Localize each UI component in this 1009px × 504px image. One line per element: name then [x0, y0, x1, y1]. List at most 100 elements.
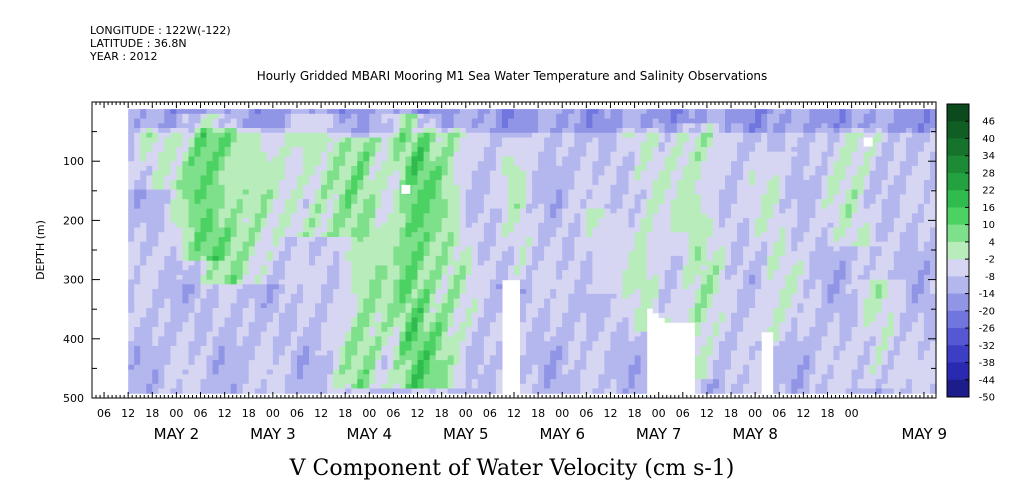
heatmap-cell [140, 189, 147, 195]
heatmap-cell [128, 165, 135, 172]
heatmap-cell [417, 251, 425, 257]
heatmap-cell [303, 161, 310, 167]
heatmap-cell [604, 345, 611, 352]
heatmap-cell [206, 213, 214, 219]
heatmap-cell [164, 199, 171, 205]
heatmap-cell [351, 237, 358, 243]
heatmap-cell [290, 345, 298, 352]
heatmap-cell [170, 165, 177, 172]
heatmap-cell [399, 246, 407, 252]
heatmap-cell [152, 279, 159, 285]
heatmap-cell [357, 241, 364, 247]
heatmap-cell [447, 118, 455, 124]
heatmap-cell [435, 189, 443, 195]
heatmap-cell [538, 170, 545, 176]
heatmap-cell [254, 379, 262, 385]
heatmap-cell [447, 331, 455, 337]
heatmap-cell [339, 199, 346, 205]
heatmap-cell [417, 355, 425, 361]
heatmap-cell [465, 350, 473, 356]
heatmap-cell [164, 270, 171, 276]
heatmap-cell [393, 237, 400, 243]
heatmap-cell [254, 194, 262, 200]
heatmap-cell [212, 237, 220, 243]
heatmap-cell [327, 189, 334, 195]
heatmap-cell [242, 232, 250, 238]
heatmap-cell [429, 237, 437, 243]
heatmap-cell [369, 364, 376, 371]
heatmap-cell [309, 270, 316, 276]
heatmap-cell [339, 331, 346, 337]
heatmap-cell [477, 237, 485, 243]
heatmap-cell [495, 303, 503, 309]
heatmap-cell [477, 151, 485, 157]
heatmap-cell [441, 336, 449, 342]
heatmap-cell [592, 227, 599, 233]
heatmap-cell [212, 170, 220, 176]
heatmap-cell [489, 180, 497, 186]
heatmap-cell [266, 317, 274, 323]
heatmap-cell [423, 175, 431, 181]
heatmap-cell [556, 255, 563, 262]
heatmap-cell [550, 222, 557, 229]
heatmap-cell [272, 199, 280, 205]
heatmap-cell [387, 308, 394, 314]
heatmap-cell [164, 260, 171, 266]
heatmap-cell [568, 170, 575, 176]
heatmap-cell [206, 170, 214, 176]
heatmap-cell [610, 284, 618, 290]
heatmap-cell [242, 265, 250, 271]
heatmap-cell [357, 237, 364, 243]
heatmap-cell [315, 161, 322, 167]
heatmap-cell [514, 156, 521, 162]
heatmap-cell [489, 161, 497, 167]
heatmap-cell [363, 308, 370, 314]
heatmap-cell [248, 374, 256, 380]
heatmap-cell [514, 227, 521, 233]
heatmap-cell [477, 203, 485, 210]
heatmap-cell [357, 298, 364, 304]
heatmap-cell [375, 336, 382, 342]
heatmap-cell [260, 189, 268, 195]
heatmap-cell [592, 374, 599, 380]
heatmap-cell [526, 312, 533, 319]
heatmap-cell [200, 113, 208, 120]
heatmap-cell [495, 175, 503, 181]
heatmap-cell [495, 322, 503, 328]
heatmap-cell [254, 345, 262, 352]
heatmap-cell [321, 189, 328, 195]
heatmap-cell [230, 270, 238, 276]
heatmap-cell [272, 364, 280, 371]
heatmap-cell [598, 379, 605, 385]
heatmap-cell [405, 194, 413, 200]
heatmap-cell [345, 369, 352, 375]
heatmap-cell [616, 383, 624, 390]
heatmap-cell [272, 132, 280, 139]
heatmap-cell [182, 165, 189, 172]
heatmap-cell [248, 203, 256, 210]
heatmap-cell [333, 383, 340, 390]
heatmap-cell [477, 388, 485, 394]
heatmap-cell [218, 388, 226, 394]
heatmap-cell [230, 142, 238, 148]
heatmap-cell [580, 369, 587, 375]
heatmap-cell [152, 341, 159, 347]
heatmap-cell [152, 232, 159, 238]
heatmap-cell [411, 161, 419, 167]
heatmap-cell [315, 142, 322, 148]
heatmap-cell [152, 151, 159, 157]
heatmap-cell [176, 260, 183, 266]
heatmap-cell [290, 184, 298, 191]
heatmap-cell [309, 355, 316, 361]
heatmap-cell [309, 369, 316, 375]
heatmap-cell [140, 132, 147, 139]
heatmap-cell [574, 360, 581, 366]
heatmap-cell [164, 132, 171, 139]
heatmap-cell [357, 331, 364, 337]
heatmap-cell [260, 260, 268, 266]
heatmap-cell [495, 293, 503, 300]
heatmap-cell [417, 284, 425, 290]
heatmap-cell [447, 327, 455, 333]
heatmap-cell [327, 364, 334, 371]
heatmap-cell [586, 180, 593, 186]
